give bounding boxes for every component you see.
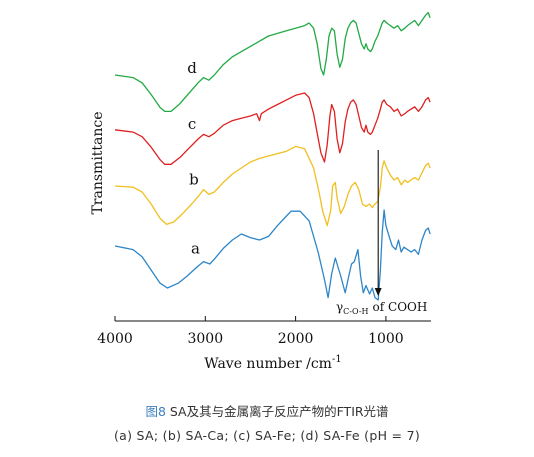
series-labels: a b c d [187, 59, 200, 258]
x-axis-label-text: Wave number /cm [204, 356, 332, 372]
figure-caption-title: 图8 SA及其与金属离子反应产物的FTIR光谱 [0, 401, 534, 420]
x-axis-label-sup: -1 [332, 354, 342, 365]
coh-annotation: γC-O-H of COOH [336, 150, 427, 316]
annotation-symbol: γ [336, 300, 343, 314]
annotation-suffix: of COOH [373, 300, 428, 314]
figure-caption-subtitle: (a) SA; (b) SA-Ca; (c) SA-Fe; (d) SA-Fe … [113, 428, 421, 443]
y-axis-label: Transmittance [90, 111, 106, 214]
x-ticks: 4000 3000 2000 1000 [97, 316, 404, 347]
figure-number: 图8 [145, 404, 166, 419]
series-label-a: a [191, 240, 200, 258]
annotation-subscript: C-O-H [343, 307, 368, 316]
x-axis-label: Wave number /cm-1 [204, 354, 341, 372]
x-tick-label: 4000 [97, 331, 133, 347]
ftir-chart: a b c d 4000 3000 2000 1000 Transmittance Wave… [90, 11, 431, 372]
series-line-c [114, 92, 431, 165]
figure-title: SA及其与金属离子反应产物的FTIR光谱 [165, 404, 389, 419]
x-tick-label: 2000 [278, 331, 314, 347]
series-line-b [114, 145, 431, 227]
series-label-d: d [187, 59, 197, 77]
series-label-c: c [188, 115, 196, 133]
annotation-text: γC-O-H of COOH [336, 300, 427, 316]
series-line-a [114, 209, 431, 301]
series-line-d [114, 11, 431, 113]
series-group [114, 11, 431, 301]
x-tick-label: 1000 [368, 331, 404, 347]
series-label-b: b [189, 170, 199, 188]
x-tick-label: 3000 [187, 331, 223, 347]
annotation-arrowhead [374, 288, 382, 296]
